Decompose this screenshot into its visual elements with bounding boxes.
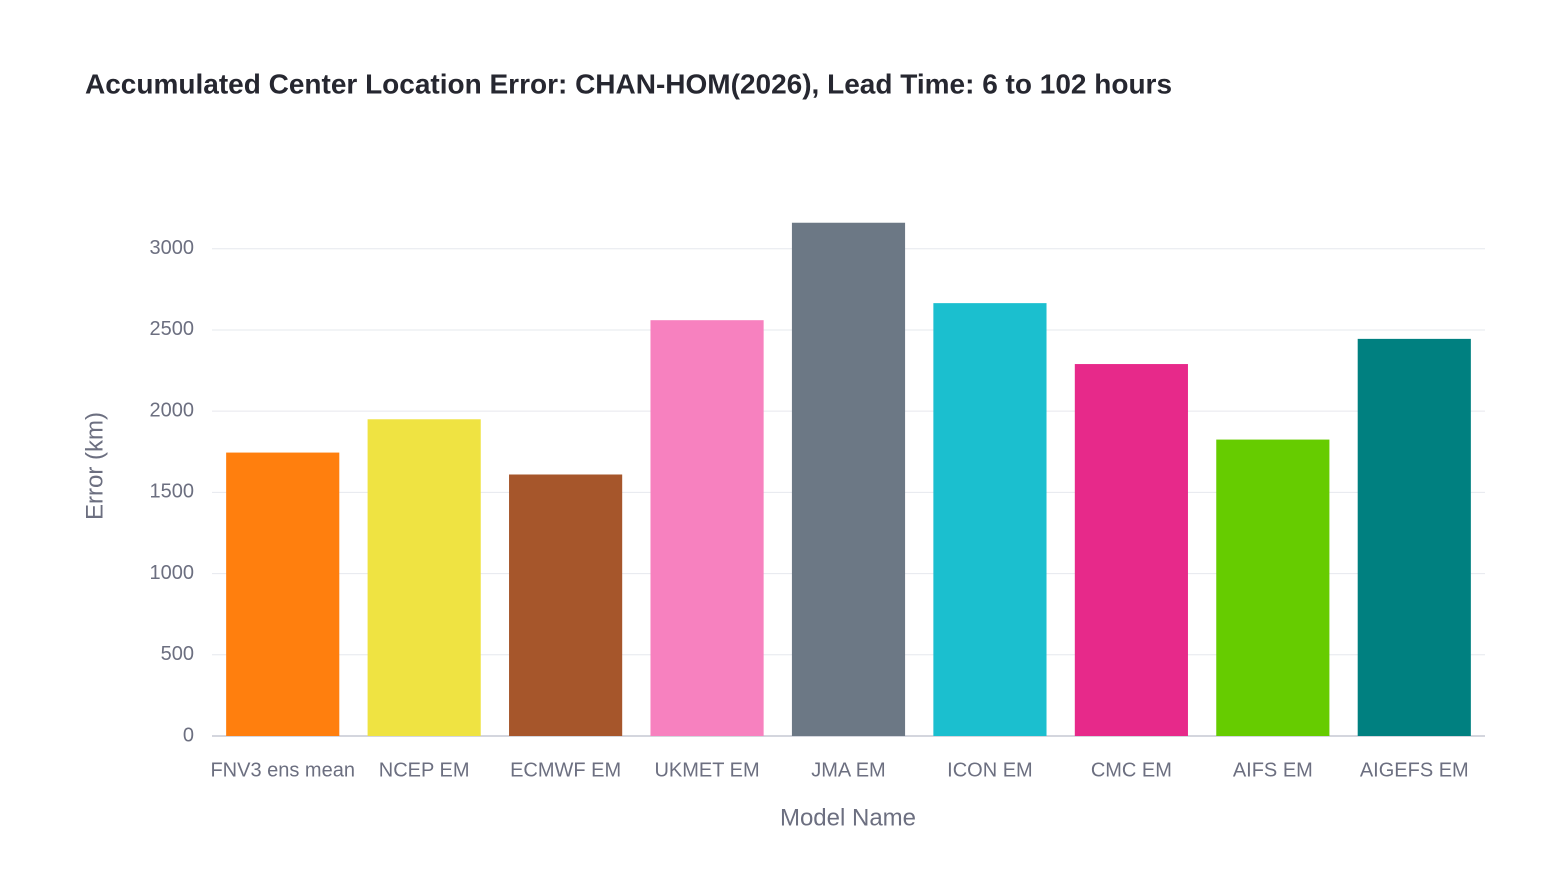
bar	[226, 452, 340, 736]
x-axis-title: Model Name	[780, 804, 916, 831]
y-tick-label: 0	[183, 724, 194, 746]
x-tick-label: CMC EM	[1091, 759, 1172, 781]
y-tick-label: 2000	[150, 399, 195, 421]
y-tick-label: 1500	[150, 481, 195, 503]
bar	[791, 222, 906, 737]
bar	[509, 474, 623, 736]
y-tick-label: 500	[161, 643, 194, 665]
bar	[1074, 364, 1188, 736]
x-tick-label: ECMWF EM	[510, 759, 621, 781]
bar	[933, 303, 1047, 736]
bar	[367, 419, 481, 736]
bar	[1357, 338, 1471, 736]
x-tick-label: NCEP EM	[379, 759, 470, 781]
y-tick-label: 3000	[150, 237, 195, 259]
x-tick-label: ICON EM	[947, 759, 1033, 781]
y-tick-label: 1000	[150, 562, 195, 584]
bar	[1216, 439, 1330, 736]
y-tick-label: 2500	[150, 318, 195, 340]
y-axis-title: Error (km)	[81, 412, 108, 520]
x-tick-label: FNV3 ens mean	[210, 759, 355, 781]
x-tick-label: AIGEFS EM	[1360, 759, 1469, 781]
bar	[650, 320, 764, 736]
x-tick-label: UKMET EM	[654, 759, 759, 781]
chart-title: Accumulated Center Location Error: CHAN-…	[85, 68, 1172, 99]
x-tick-label: AIFS EM	[1233, 759, 1313, 781]
x-tick-label: JMA EM	[811, 759, 885, 781]
